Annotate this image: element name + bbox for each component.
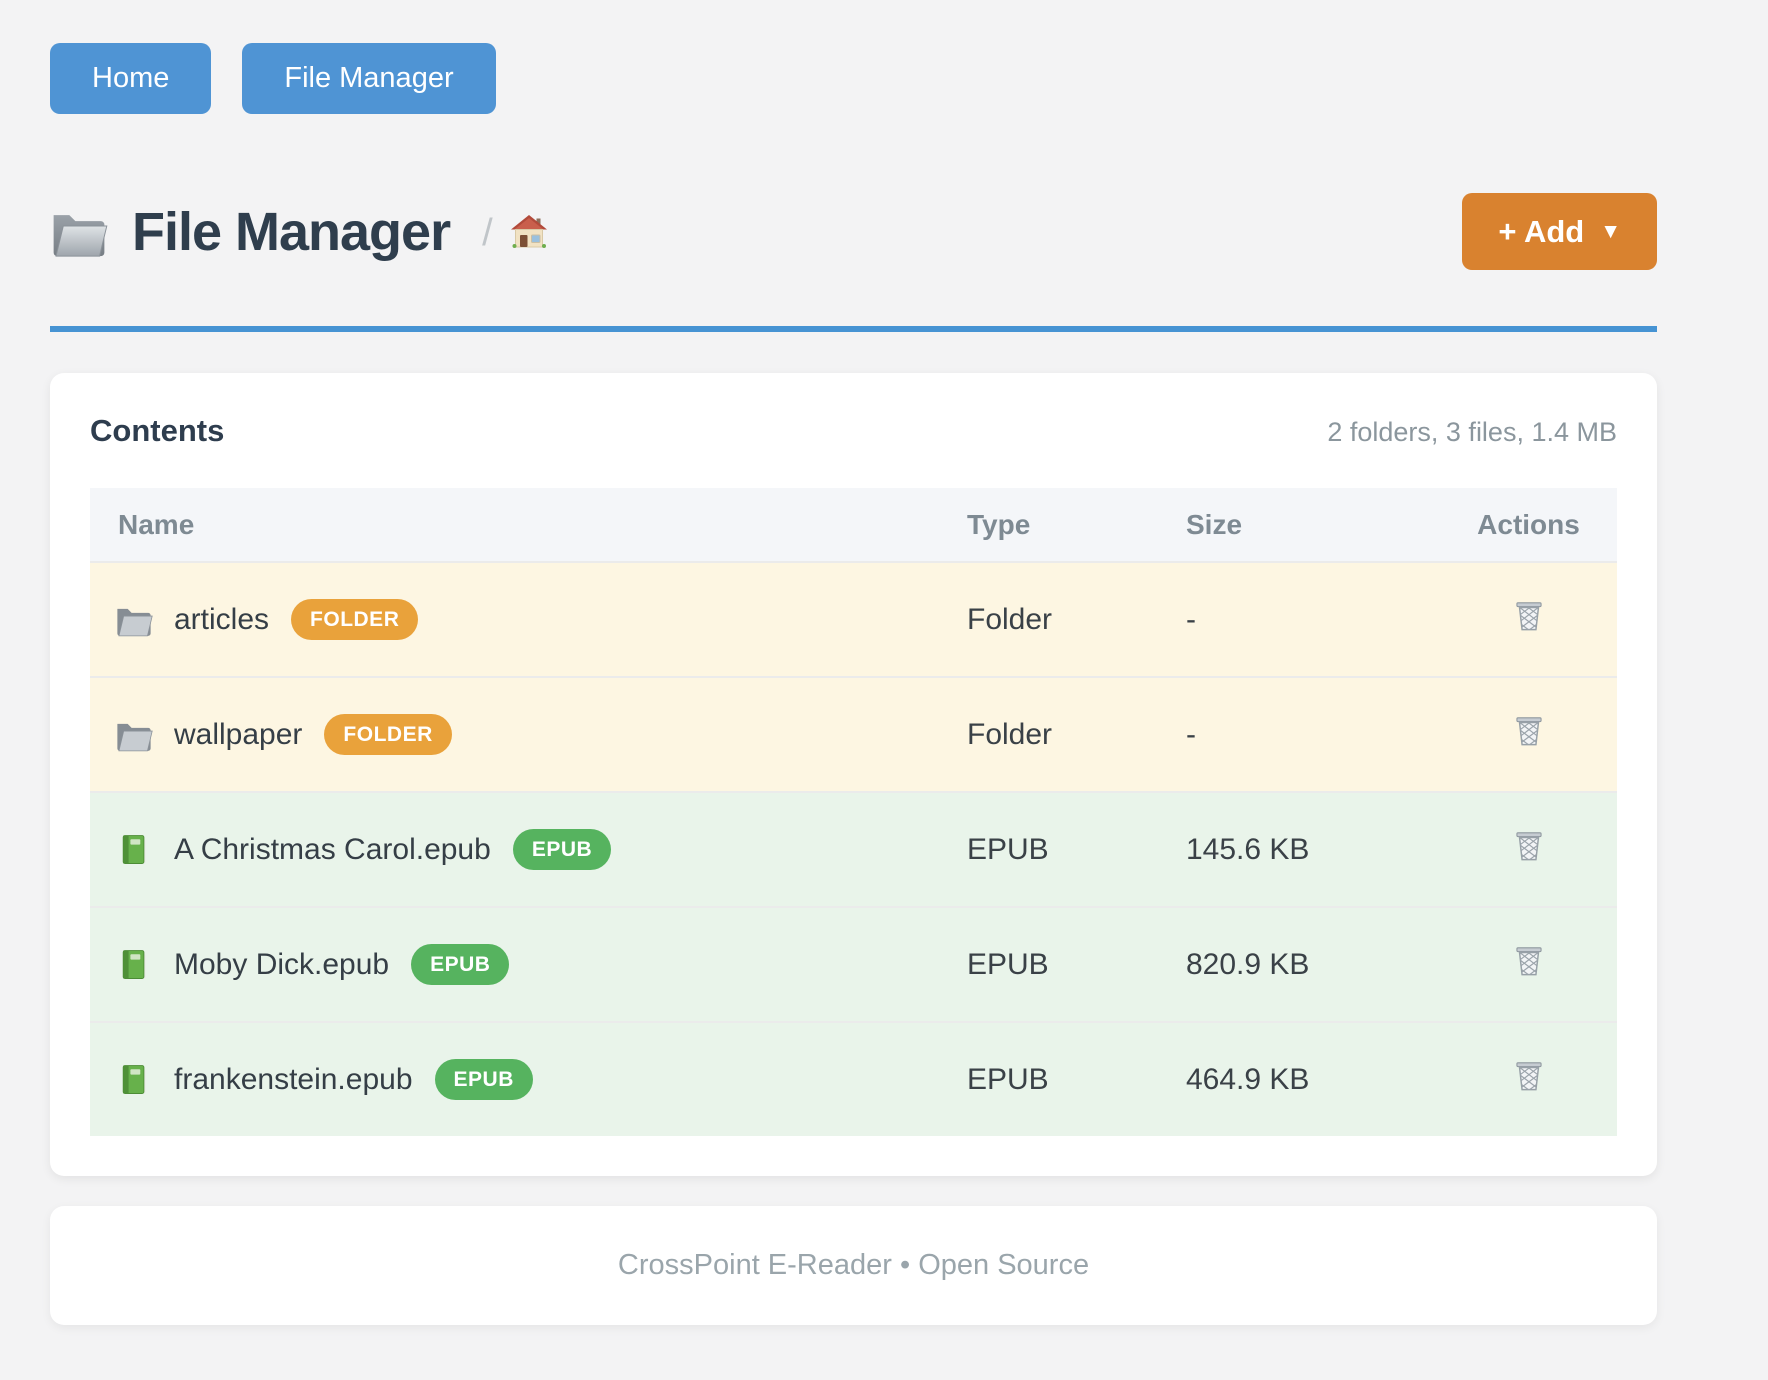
book-icon (122, 1064, 146, 1094)
type-badge: EPUB (512, 829, 612, 870)
top-nav: Home File Manager (50, 0, 1657, 114)
type-badge: EPUB (411, 944, 510, 985)
file-name-link[interactable]: frankenstein.epub (174, 1062, 413, 1096)
footer-text: CrossPoint E-Reader • Open Source (617, 1249, 1090, 1281)
contents-card: Contents 2 folders, 3 files, 1.4 MB Name… (50, 373, 1657, 1176)
file-table: Name Type Size Actions articles FOLDER F… (90, 488, 1617, 1136)
wastebasket-icon (1515, 717, 1542, 746)
add-button[interactable]: + Add ▼ (1462, 193, 1657, 270)
folder-icon (117, 723, 153, 751)
book-icon (122, 949, 146, 979)
delete-button[interactable] (1508, 941, 1550, 983)
column-header-type: Type (967, 508, 1031, 540)
nav-button-file-manager[interactable]: File Manager (242, 43, 496, 114)
delete-button[interactable] (1508, 1056, 1550, 1098)
folder-icon (53, 214, 108, 257)
name-cell: A Christmas Carol.epub EPUB (90, 829, 967, 870)
type-badge: FOLDER (324, 714, 452, 755)
delete-button[interactable] (1508, 826, 1550, 868)
actions-cell (1440, 941, 1617, 988)
column-header-name: Name (118, 508, 195, 540)
folder-icon (117, 608, 153, 636)
type-cell: EPUB (967, 947, 1049, 981)
actions-cell (1440, 596, 1617, 643)
table-row: articles FOLDER Folder - (90, 561, 1617, 676)
breadcrumb: / (482, 212, 549, 252)
add-button-label: + Add (1498, 213, 1585, 249)
size-cell: - (1186, 602, 1196, 636)
page: Home File Manager File Manager / (50, 0, 1657, 1325)
file-name-link[interactable]: wallpaper (174, 717, 303, 751)
table-header-row: Name Type Size Actions (90, 488, 1617, 561)
table-row: A Christmas Carol.epub EPUB EPUB 145.6 K… (90, 791, 1617, 906)
file-name-link[interactable]: articles (174, 602, 270, 636)
delete-button[interactable] (1508, 596, 1550, 638)
wastebasket-icon (1515, 602, 1542, 631)
size-cell: 145.6 KB (1186, 832, 1310, 866)
wastebasket-icon (1515, 1062, 1542, 1091)
title-divider (50, 326, 1657, 332)
actions-cell (1440, 711, 1617, 758)
table-row: Moby Dick.epub EPUB EPUB 820.9 KB (90, 906, 1617, 1021)
type-cell: Folder (967, 717, 1053, 751)
footer-card: CrossPoint E-Reader • Open Source (50, 1206, 1657, 1325)
size-cell: 464.9 KB (1186, 1062, 1310, 1096)
column-header-actions: Actions (1477, 508, 1580, 540)
size-cell: 820.9 KB (1186, 947, 1310, 981)
actions-cell (1440, 1056, 1617, 1103)
type-badge: EPUB (434, 1059, 533, 1100)
wastebasket-icon (1515, 832, 1542, 861)
house-icon (510, 214, 547, 248)
table-row: frankenstein.epub EPUB EPUB 464.9 KB (90, 1021, 1617, 1136)
type-cell: Folder (967, 602, 1053, 636)
contents-summary: 2 folders, 3 files, 1.4 MB (1327, 417, 1617, 447)
wastebasket-icon (1515, 947, 1542, 976)
breadcrumb-home-link[interactable] (509, 212, 549, 252)
delete-button[interactable] (1508, 711, 1550, 753)
size-cell: - (1186, 717, 1196, 751)
page-title: File Manager (132, 201, 451, 262)
page-header: File Manager / + Add ▼ (50, 190, 1657, 273)
type-cell: EPUB (967, 1062, 1049, 1096)
title-wrap: File Manager / (50, 201, 549, 263)
file-name-link[interactable]: Moby Dick.epub (174, 947, 390, 981)
file-name-link[interactable]: A Christmas Carol.epub (174, 832, 491, 866)
name-cell: frankenstein.epub EPUB (90, 1059, 967, 1100)
breadcrumb-separator: / (482, 211, 493, 254)
name-cell: Moby Dick.epub EPUB (90, 944, 967, 985)
nav-button-home[interactable]: Home (50, 43, 212, 114)
book-icon (122, 834, 146, 864)
actions-cell (1440, 826, 1617, 873)
card-title: Contents (90, 413, 225, 448)
caret-down-icon: ▼ (1600, 220, 1621, 243)
card-header: Contents 2 folders, 3 files, 1.4 MB (90, 413, 1617, 450)
table-row: wallpaper FOLDER Folder - (90, 676, 1617, 791)
type-cell: EPUB (967, 832, 1049, 866)
column-header-size: Size (1186, 508, 1243, 540)
name-cell: wallpaper FOLDER (90, 714, 967, 755)
name-cell: articles FOLDER (90, 599, 967, 640)
type-badge: FOLDER (291, 599, 419, 640)
